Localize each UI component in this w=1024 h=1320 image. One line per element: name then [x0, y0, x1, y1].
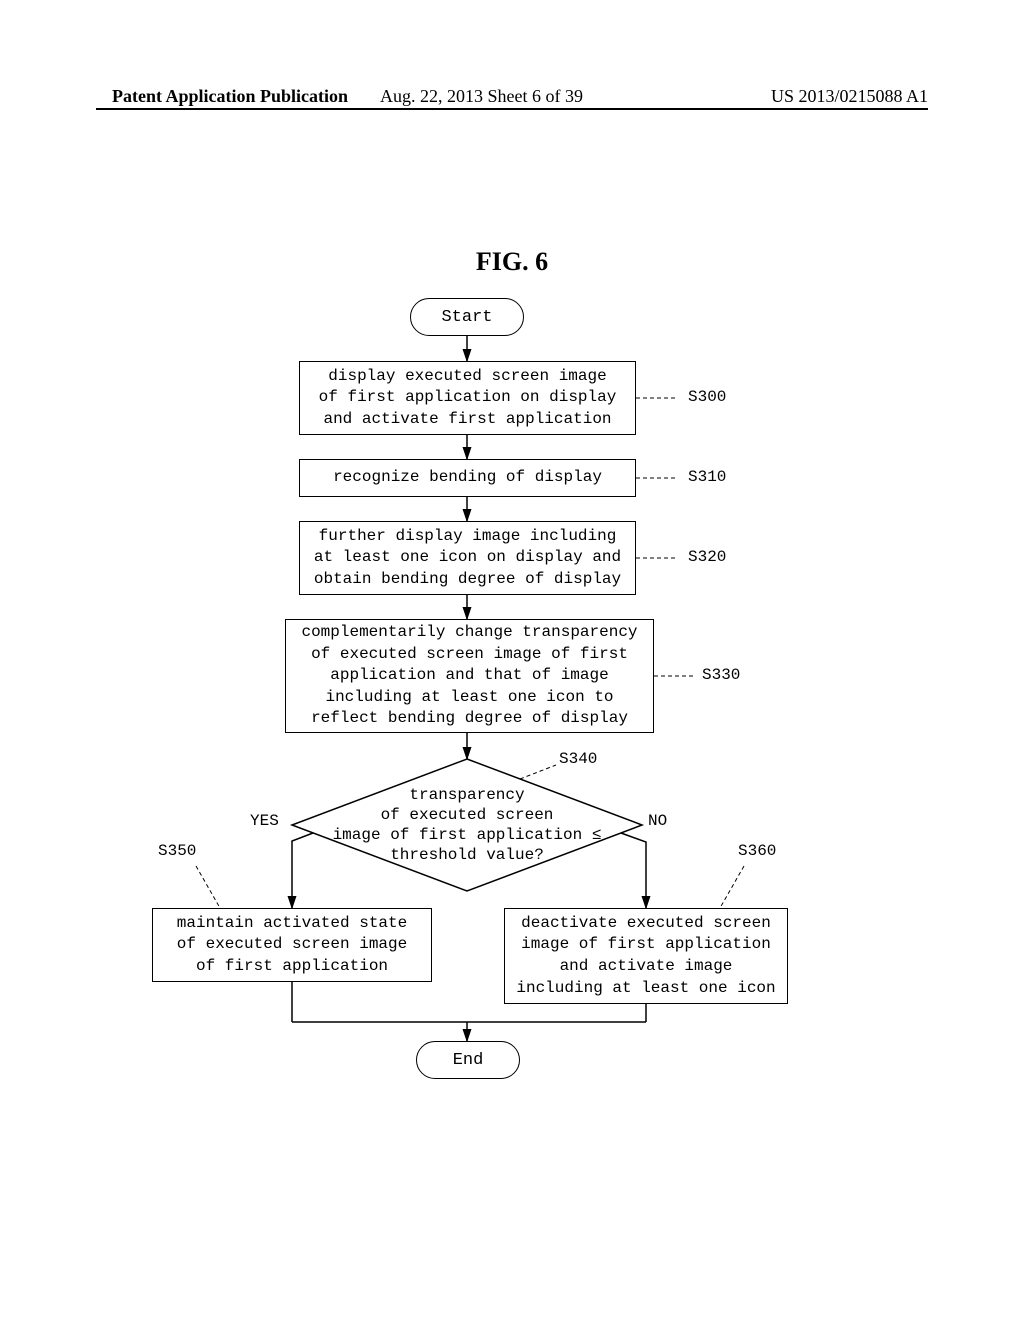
terminal-end-label: End	[453, 1051, 484, 1070]
step-s310: recognize bending of display	[299, 459, 636, 497]
terminal-start-label: Start	[441, 308, 492, 327]
label-s310: S310	[688, 468, 726, 486]
step-s350-text: maintain activated state of executed scr…	[177, 913, 407, 978]
label-s360: S360	[738, 842, 776, 860]
label-s350: S350	[158, 842, 196, 860]
step-s310-text: recognize bending of display	[333, 467, 602, 489]
terminal-end: End	[416, 1041, 520, 1079]
step-s320-text: further display image including at least…	[314, 526, 621, 591]
step-s300-text: display executed screen image of first a…	[319, 366, 617, 431]
header-date-sheet: Aug. 22, 2013 Sheet 6 of 39	[380, 86, 583, 107]
page-header: Patent Application Publication Aug. 22, …	[0, 86, 1024, 107]
header-rule	[96, 108, 928, 110]
label-s330: S330	[702, 666, 740, 684]
step-s360: deactivate executed screen image of firs…	[504, 908, 788, 1004]
edge-no: NO	[648, 812, 667, 830]
label-s320: S320	[688, 548, 726, 566]
step-s330-text: complementarily change transparency of e…	[301, 622, 637, 730]
label-s300: S300	[688, 388, 726, 406]
edge-yes: YES	[250, 812, 279, 830]
step-s360-text: deactivate executed screen image of firs…	[516, 913, 775, 999]
label-s340: S340	[559, 750, 597, 768]
step-s300: display executed screen image of first a…	[299, 361, 636, 435]
terminal-start: Start	[410, 298, 524, 336]
header-publication: Patent Application Publication	[112, 86, 348, 106]
decision-s340-text: transparency of executed screen image of…	[292, 772, 642, 878]
step-s330: complementarily change transparency of e…	[285, 619, 654, 733]
step-s350: maintain activated state of executed scr…	[152, 908, 432, 982]
header-pub-number: US 2013/0215088 A1	[771, 86, 928, 107]
figure-title: FIG. 6	[0, 247, 1024, 277]
step-s320: further display image including at least…	[299, 521, 636, 595]
